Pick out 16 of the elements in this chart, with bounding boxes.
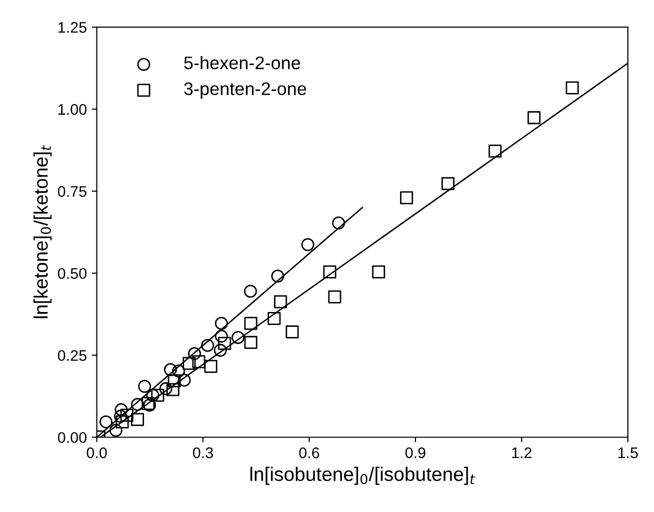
x-tick-label: 0.3 [192,447,213,458]
y-axis-title: ln[ketone]$_{0}$/[ketone]$_{t}$ [34,145,52,318]
legend-label: 3-penten-2-one [184,82,306,99]
y-tick-label: 0.50 [58,268,86,279]
x-tick-label: 0.6 [299,447,320,458]
y-tick-label: 1.25 [58,22,86,33]
y-tick-label: 0.00 [58,432,86,443]
x-tick-label: 0.0 [86,447,107,458]
y-tick-label: 0.25 [58,350,86,361]
x-tick-label: 1.2 [512,447,532,458]
x-tick-label: 1.5 [618,448,638,458]
y-tick-label: 0.75 [58,186,86,197]
legend-label: 5-hexen-2-one [184,56,300,70]
x-axis-title: ln[isobutene]$_{0}$/[isobutene]$_{t}$ [250,466,476,485]
y-tick-label: 1.00 [58,104,86,115]
x-tick-label: 0.9 [405,447,426,458]
